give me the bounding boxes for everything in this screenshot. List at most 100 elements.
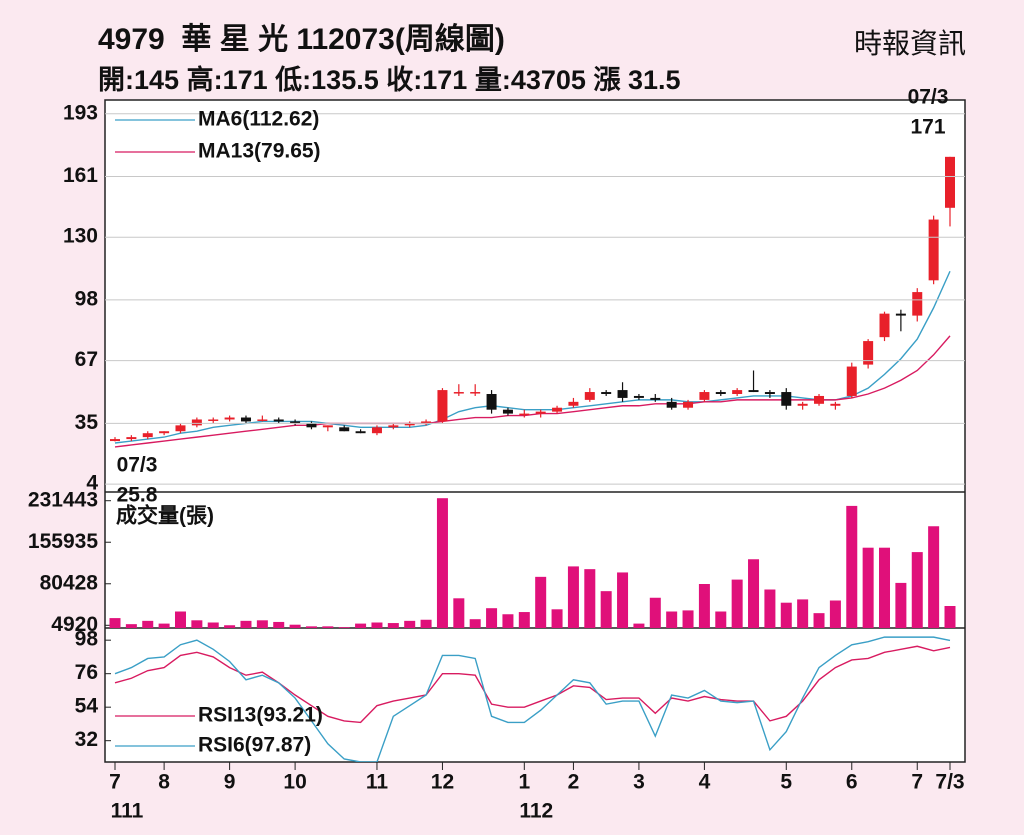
volume-bar (764, 589, 776, 628)
volume-bar (928, 526, 940, 628)
volume-bar (224, 625, 236, 628)
candle-body (110, 439, 120, 442)
candle-body (683, 401, 694, 408)
line-series (114, 270, 951, 444)
volume-bar (240, 620, 252, 628)
x-tick-label: 11 (366, 771, 389, 794)
volume-bar (191, 620, 203, 628)
y-tick-label: 193 (63, 101, 98, 124)
x-tick-label: 7 (109, 771, 121, 794)
volume-bar (404, 620, 416, 628)
candle-body (863, 341, 874, 365)
y-tick-label: 98 (75, 628, 99, 651)
volume-bar (518, 612, 530, 628)
candle-body (339, 427, 350, 432)
candle-body (601, 392, 612, 394)
volume-bar (289, 624, 301, 628)
candle-body (814, 395, 825, 404)
candle-body (240, 417, 251, 422)
plot-area (104, 99, 966, 763)
candle-body (699, 392, 710, 400)
candle-body (191, 419, 202, 426)
volume-bar (649, 597, 661, 628)
x-tick-label: 6 (846, 771, 858, 794)
volume-bar (813, 613, 825, 628)
x-tick-label: 12 (431, 771, 454, 794)
quote-label: 開: (98, 65, 134, 95)
candle-body (928, 219, 939, 281)
annotation-date: 07/3 (117, 454, 158, 477)
volume-bar (305, 626, 317, 628)
x-tick-label: 7/3 (935, 771, 964, 794)
annotation-date: 07/3 (908, 86, 949, 109)
candle-body (322, 425, 333, 428)
y-tick-label: 35 (75, 411, 99, 434)
candle-body (764, 392, 775, 394)
candle-body (666, 401, 677, 408)
x-tick-label: 2 (568, 771, 580, 794)
candle-body (535, 411, 546, 414)
candle-body (290, 421, 301, 424)
volume-bar (698, 584, 710, 628)
volume-bar (780, 602, 792, 628)
candle-body (388, 425, 399, 428)
candle-body (208, 419, 219, 421)
x-tick-label: 3 (633, 771, 645, 794)
candle-body (355, 431, 366, 434)
annotation-value: 25.8 (117, 484, 158, 507)
quote-label: 低: (275, 65, 312, 95)
volume-bar (715, 611, 727, 628)
candle-body (846, 366, 857, 396)
volume-bar (387, 623, 399, 628)
volume-bar (158, 623, 170, 628)
title: 4979 華 星 光 112073(周線圖) (98, 23, 505, 56)
year-label: 112 (519, 800, 553, 823)
candle-body (502, 409, 513, 414)
candle-body (159, 431, 170, 434)
volume-bar (895, 582, 907, 628)
quote-value: 31.5 (627, 65, 681, 95)
volume-bar (567, 566, 579, 628)
volume-bar (174, 611, 186, 628)
candle-body (781, 392, 792, 406)
volume-bar (879, 547, 891, 628)
y-tick-label: 67 (75, 348, 98, 371)
volume-bar (256, 620, 268, 628)
legend-label: RSI6(97.87) (198, 734, 311, 757)
candle-body (830, 403, 841, 406)
line-series (114, 636, 951, 762)
x-tick-label: 8 (158, 771, 170, 794)
volume-bar (862, 547, 874, 628)
quote-line: 開:145 高:171 低:135.5 收:171 量:43705 漲 31.5 (98, 58, 681, 97)
y-tick-label: 32 (75, 728, 98, 751)
y-tick-label: 98 (75, 287, 99, 310)
candle-body (142, 433, 153, 438)
quote-label: 收: (386, 65, 423, 95)
volume-bar (371, 622, 383, 628)
volume-bar (207, 622, 219, 628)
quote-value: 145 (134, 65, 180, 95)
volume-bar (125, 624, 137, 628)
candle-body (224, 417, 235, 420)
volume-bar (453, 598, 465, 628)
quote-value: 43705 (510, 65, 586, 95)
candle-body (175, 425, 186, 432)
y-tick-label: 4 (86, 472, 98, 495)
candle-body (748, 390, 759, 393)
volume-bar (731, 579, 743, 628)
legend-label: MA13(79.65) (198, 140, 321, 163)
candle-body (797, 403, 808, 406)
candle-body (519, 413, 530, 416)
candle-body (273, 419, 284, 422)
volume-bar (944, 606, 956, 628)
x-tick-label: 9 (224, 771, 236, 794)
volume-bar (338, 627, 350, 628)
quote-value: 171 (422, 65, 468, 95)
year-label: 111 (111, 800, 144, 823)
x-tick-label: 10 (283, 771, 306, 794)
y-tick-label: 4920 (51, 613, 98, 636)
volume-bar (436, 498, 448, 628)
volume-bar (617, 572, 629, 628)
candle-body (650, 397, 661, 400)
